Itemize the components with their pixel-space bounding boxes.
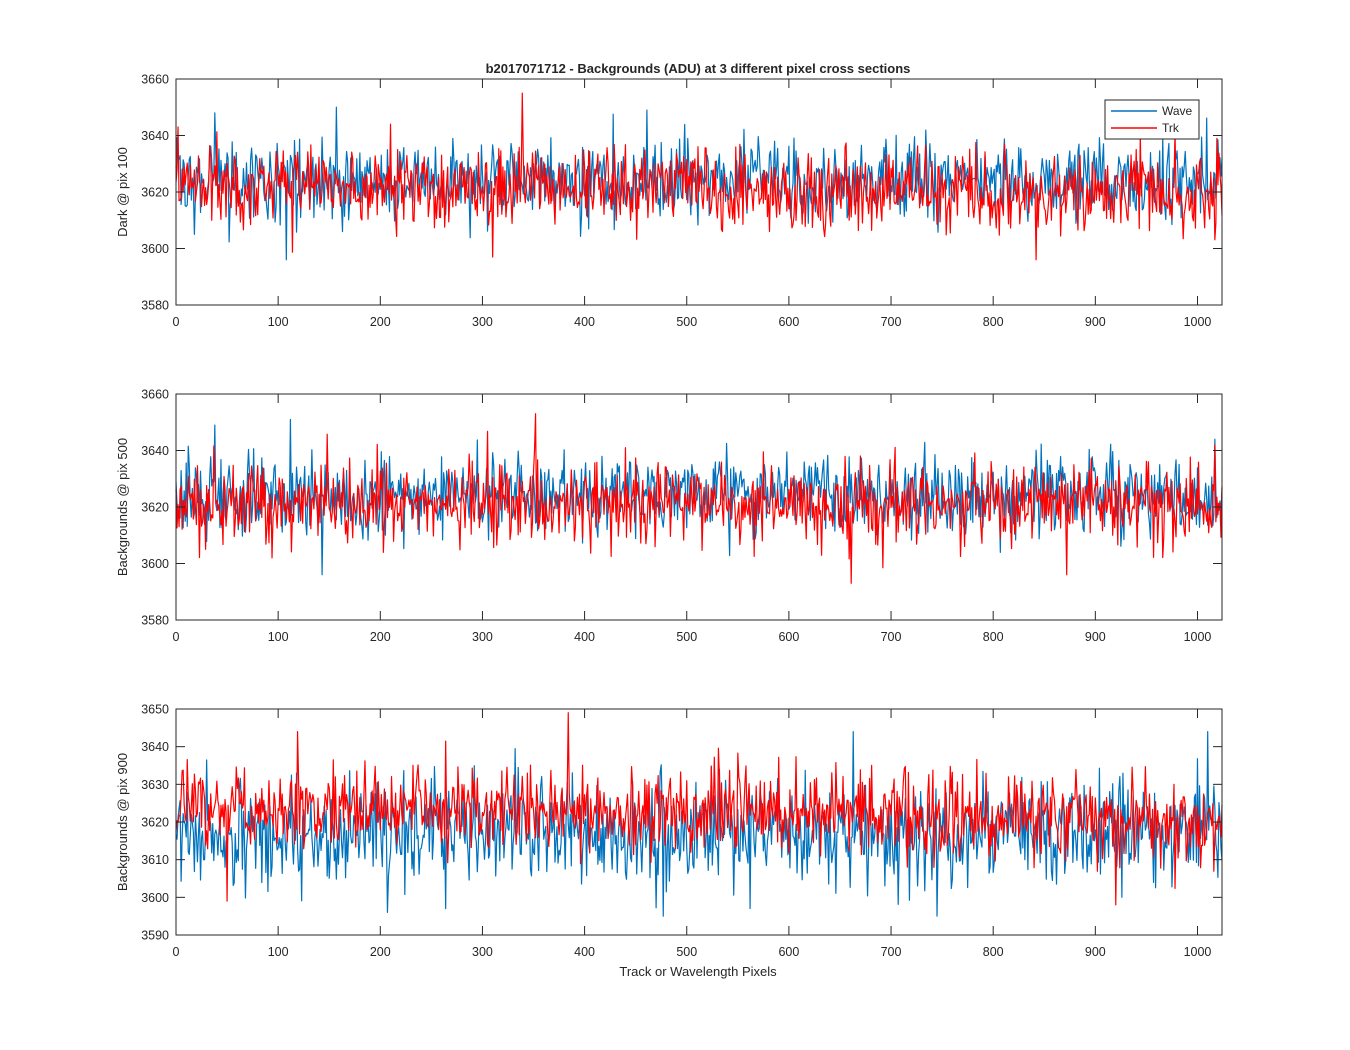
subplots: 0 100 200 300 400 500 600 700 800 900 100035803600… xyxy=(115,73,1223,959)
x-tick-label: 300 xyxy=(472,630,493,644)
x-tick-label: 200 xyxy=(370,315,391,329)
x-tick-label: 1000 xyxy=(1184,315,1212,329)
subplot-2: 0 100 200 300 400 500 600 700 800 900 1000 3580 3600… xyxy=(115,388,1223,644)
x-tick-label: 700 xyxy=(881,945,902,959)
legend-label-trk: Trk xyxy=(1162,121,1180,135)
x-tick-label: 500 xyxy=(676,945,697,959)
x-tick-label: 600 xyxy=(778,630,799,644)
legend-box xyxy=(1104,99,1200,140)
y-tick-label: 3660 xyxy=(141,73,169,87)
y-tick-label: 3650 xyxy=(141,703,169,717)
y-axis-label: Dark @ pix 100 xyxy=(115,147,130,237)
subplot-3: 0 100 200 300 400 500 600 700 800 900 1000 3590 3600… xyxy=(115,703,1223,959)
y-axis-label: Backgrounds @ pix 500 xyxy=(115,438,130,576)
series-line-wave xyxy=(175,418,1223,576)
x-tick-label: 1000 xyxy=(1184,630,1212,644)
y-tick-label: 3590 xyxy=(141,929,169,943)
x-tick-label: 1000 xyxy=(1184,945,1212,959)
x-tick-label: 500 xyxy=(676,630,697,644)
x-tick-label: 600 xyxy=(778,315,799,329)
x-tick-label: 400 xyxy=(574,630,595,644)
x-tick-label: 400 xyxy=(574,945,595,959)
y-tick-label: 3630 xyxy=(141,778,169,792)
series-line-trk xyxy=(175,413,1223,584)
x-tick-label: 700 xyxy=(881,630,902,644)
y-tick-label: 3600 xyxy=(141,891,169,905)
x-tick-label: 0 xyxy=(173,630,180,644)
series-line-trk xyxy=(175,92,1223,261)
x-tick-label: 800 xyxy=(983,630,1004,644)
y-tick-label: 3660 xyxy=(141,388,169,402)
x-tick-label: 500 xyxy=(676,315,697,329)
subplot-1: 0 100 200 300 400 500 600 700 800 900 1000 3580 3600… xyxy=(115,73,1223,329)
y-tick-label: 3640 xyxy=(141,444,169,458)
x-tick-label: 700 xyxy=(881,315,902,329)
y-tick-label: 3620 xyxy=(141,501,169,515)
y-tick-label: 3600 xyxy=(141,242,169,256)
x-tick-label: 100 xyxy=(268,945,289,959)
legend-label-wave: Wave xyxy=(1162,104,1193,118)
y-axis-label: Backgrounds @ pix 900 xyxy=(115,753,130,891)
x-tick-label: 900 xyxy=(1085,945,1106,959)
x-axis-label: Track or Wavelength Pixels xyxy=(619,964,777,979)
y-tick-label: 3640 xyxy=(141,129,169,143)
y-tick-label: 3610 xyxy=(141,853,169,867)
figure-title: b2017071712 - Backgrounds (ADU) at 3 dif… xyxy=(486,61,911,76)
x-tick-label: 0 xyxy=(173,315,180,329)
x-tick-label: 0 xyxy=(173,945,180,959)
y-tick-label: 3600 xyxy=(141,557,169,571)
y-tick-label: 3580 xyxy=(141,614,169,628)
x-tick-label: 900 xyxy=(1085,630,1106,644)
x-tick-label: 400 xyxy=(574,315,595,329)
x-tick-label: 300 xyxy=(472,315,493,329)
series-line-trk xyxy=(175,712,1223,906)
y-tick-label: 3580 xyxy=(141,299,169,313)
y-tick-label: 3620 xyxy=(141,186,169,200)
x-tick-label: 200 xyxy=(370,945,391,959)
x-tick-label: 800 xyxy=(983,315,1004,329)
y-tick-label: 3640 xyxy=(141,740,169,754)
x-tick-label: 200 xyxy=(370,630,391,644)
x-tick-label: 300 xyxy=(472,945,493,959)
x-tick-label: 600 xyxy=(778,945,799,959)
x-tick-label: 900 xyxy=(1085,315,1106,329)
legend[interactable]: Wave Trk xyxy=(1104,99,1200,140)
x-tick-label: 100 xyxy=(268,315,289,329)
x-tick-label: 800 xyxy=(983,945,1004,959)
x-tick-label: 100 xyxy=(268,630,289,644)
y-tick-label: 3620 xyxy=(141,816,169,830)
